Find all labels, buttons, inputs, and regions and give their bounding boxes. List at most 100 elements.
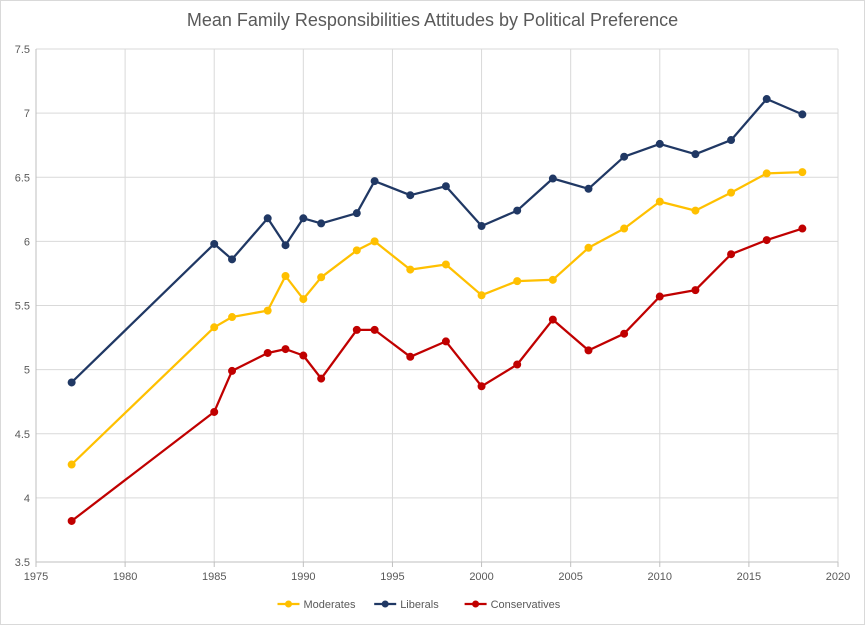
data-point-liberals <box>548 174 557 183</box>
data-point-moderates <box>263 306 272 315</box>
axis-layer: 3.5 4 4.5 5 5.5 6 6.5 7 7.5 1975 1980 1985 1990 1995 2… <box>15 44 851 583</box>
data-point-conservatives <box>263 348 272 357</box>
x-tick-label: 1975 <box>24 571 48 583</box>
data-point-liberals <box>798 110 807 119</box>
data-point-liberals <box>352 209 361 218</box>
data-point-liberals <box>370 177 379 186</box>
data-point-conservatives <box>67 516 76 525</box>
series-line-liberals <box>70 97 803 384</box>
data-point-moderates <box>691 206 700 215</box>
y-tick-label: 4 <box>24 493 30 505</box>
data-point-liberals <box>210 239 219 248</box>
x-tick-label: 2015 <box>737 571 761 583</box>
data-point-moderates <box>228 313 237 322</box>
data-point-liberals <box>477 221 486 230</box>
x-tick-label: 2020 <box>826 571 850 583</box>
data-point-moderates <box>655 197 664 206</box>
series-moderates <box>67 168 807 469</box>
data-point-moderates <box>406 265 415 274</box>
data-point-moderates <box>727 188 736 197</box>
data-point-conservatives <box>477 382 486 391</box>
data-point-moderates <box>798 168 807 177</box>
data-point-conservatives <box>228 366 237 375</box>
data-point-liberals <box>228 255 237 264</box>
data-point-liberals <box>281 241 290 250</box>
x-tick-label: 1990 <box>291 571 315 583</box>
y-tick-label: 7 <box>24 108 30 120</box>
legend-entry-moderates: Moderates <box>277 599 356 611</box>
x-tick-label: 2005 <box>558 571 582 583</box>
legend-label: Conservatives <box>491 599 561 611</box>
legend-swatch-marker <box>381 600 389 608</box>
data-point-moderates <box>299 295 308 304</box>
data-point-moderates <box>370 237 379 246</box>
x-tick-label: 1980 <box>113 571 137 583</box>
grid-layer <box>35 48 839 563</box>
data-point-moderates <box>620 224 629 233</box>
data-point-moderates <box>67 460 76 469</box>
legend: Moderates Liberals Conservatives <box>277 599 561 611</box>
data-point-moderates <box>317 273 326 282</box>
data-point-moderates <box>352 246 361 255</box>
data-point-conservatives <box>727 250 736 259</box>
y-tick-label: 7.5 <box>15 44 30 56</box>
y-tick-label: 4.5 <box>15 429 30 441</box>
data-point-conservatives <box>762 236 771 245</box>
data-point-conservatives <box>370 325 379 334</box>
data-point-moderates <box>477 291 486 300</box>
x-tick-label: 2000 <box>469 571 493 583</box>
data-point-moderates <box>441 260 450 269</box>
y-tick-label: 6 <box>24 236 30 248</box>
data-point-conservatives <box>406 352 415 361</box>
data-point-conservatives <box>317 374 326 383</box>
data-point-conservatives <box>441 337 450 346</box>
y-tick-label: 3.5 <box>15 557 30 569</box>
data-point-liberals <box>655 139 664 148</box>
data-point-liberals <box>691 150 700 159</box>
legend-label: Moderates <box>304 599 356 611</box>
data-point-liberals <box>263 214 272 223</box>
y-tick-label: 5.5 <box>15 301 30 313</box>
data-point-conservatives <box>299 351 308 360</box>
legend-entry-conservatives: Conservatives <box>464 599 561 611</box>
data-point-moderates <box>210 323 219 332</box>
data-point-liberals <box>299 214 308 223</box>
series-line-conservatives <box>70 227 803 522</box>
data-point-conservatives <box>691 286 700 295</box>
data-point-conservatives <box>513 360 522 369</box>
data-point-liberals <box>67 378 76 387</box>
data-point-liberals <box>762 95 771 104</box>
legend-swatch-marker <box>472 600 480 608</box>
legend-label: Liberals <box>400 599 439 611</box>
data-point-moderates <box>548 275 557 284</box>
data-point-liberals <box>317 219 326 228</box>
data-point-conservatives <box>352 325 361 334</box>
data-point-liberals <box>513 206 522 215</box>
series-layer <box>67 95 807 525</box>
series-liberals <box>67 95 807 387</box>
data-point-liberals <box>441 182 450 191</box>
y-tick-label: 6.5 <box>15 172 30 184</box>
data-point-moderates <box>281 272 290 281</box>
data-point-liberals <box>584 184 593 193</box>
data-point-liberals <box>406 191 415 200</box>
legend-entry-liberals: Liberals <box>374 599 439 611</box>
data-point-conservatives <box>548 315 557 324</box>
series-conservatives <box>67 224 807 525</box>
series-line-moderates <box>70 170 803 466</box>
x-tick-label: 1985 <box>202 571 226 583</box>
data-point-moderates <box>762 169 771 178</box>
data-point-conservatives <box>798 224 807 233</box>
legend-swatch-marker <box>285 600 292 608</box>
x-tick-label: 2010 <box>648 571 672 583</box>
data-point-conservatives <box>210 407 219 416</box>
data-point-conservatives <box>584 346 593 355</box>
data-point-moderates <box>513 277 522 286</box>
data-point-conservatives <box>655 292 664 301</box>
data-point-liberals <box>620 152 629 161</box>
data-point-conservatives <box>620 329 629 338</box>
y-tick-label: 5 <box>24 365 30 377</box>
chart-title: Mean Family Responsibilities Attitudes b… <box>186 10 679 30</box>
data-point-liberals <box>727 136 736 145</box>
